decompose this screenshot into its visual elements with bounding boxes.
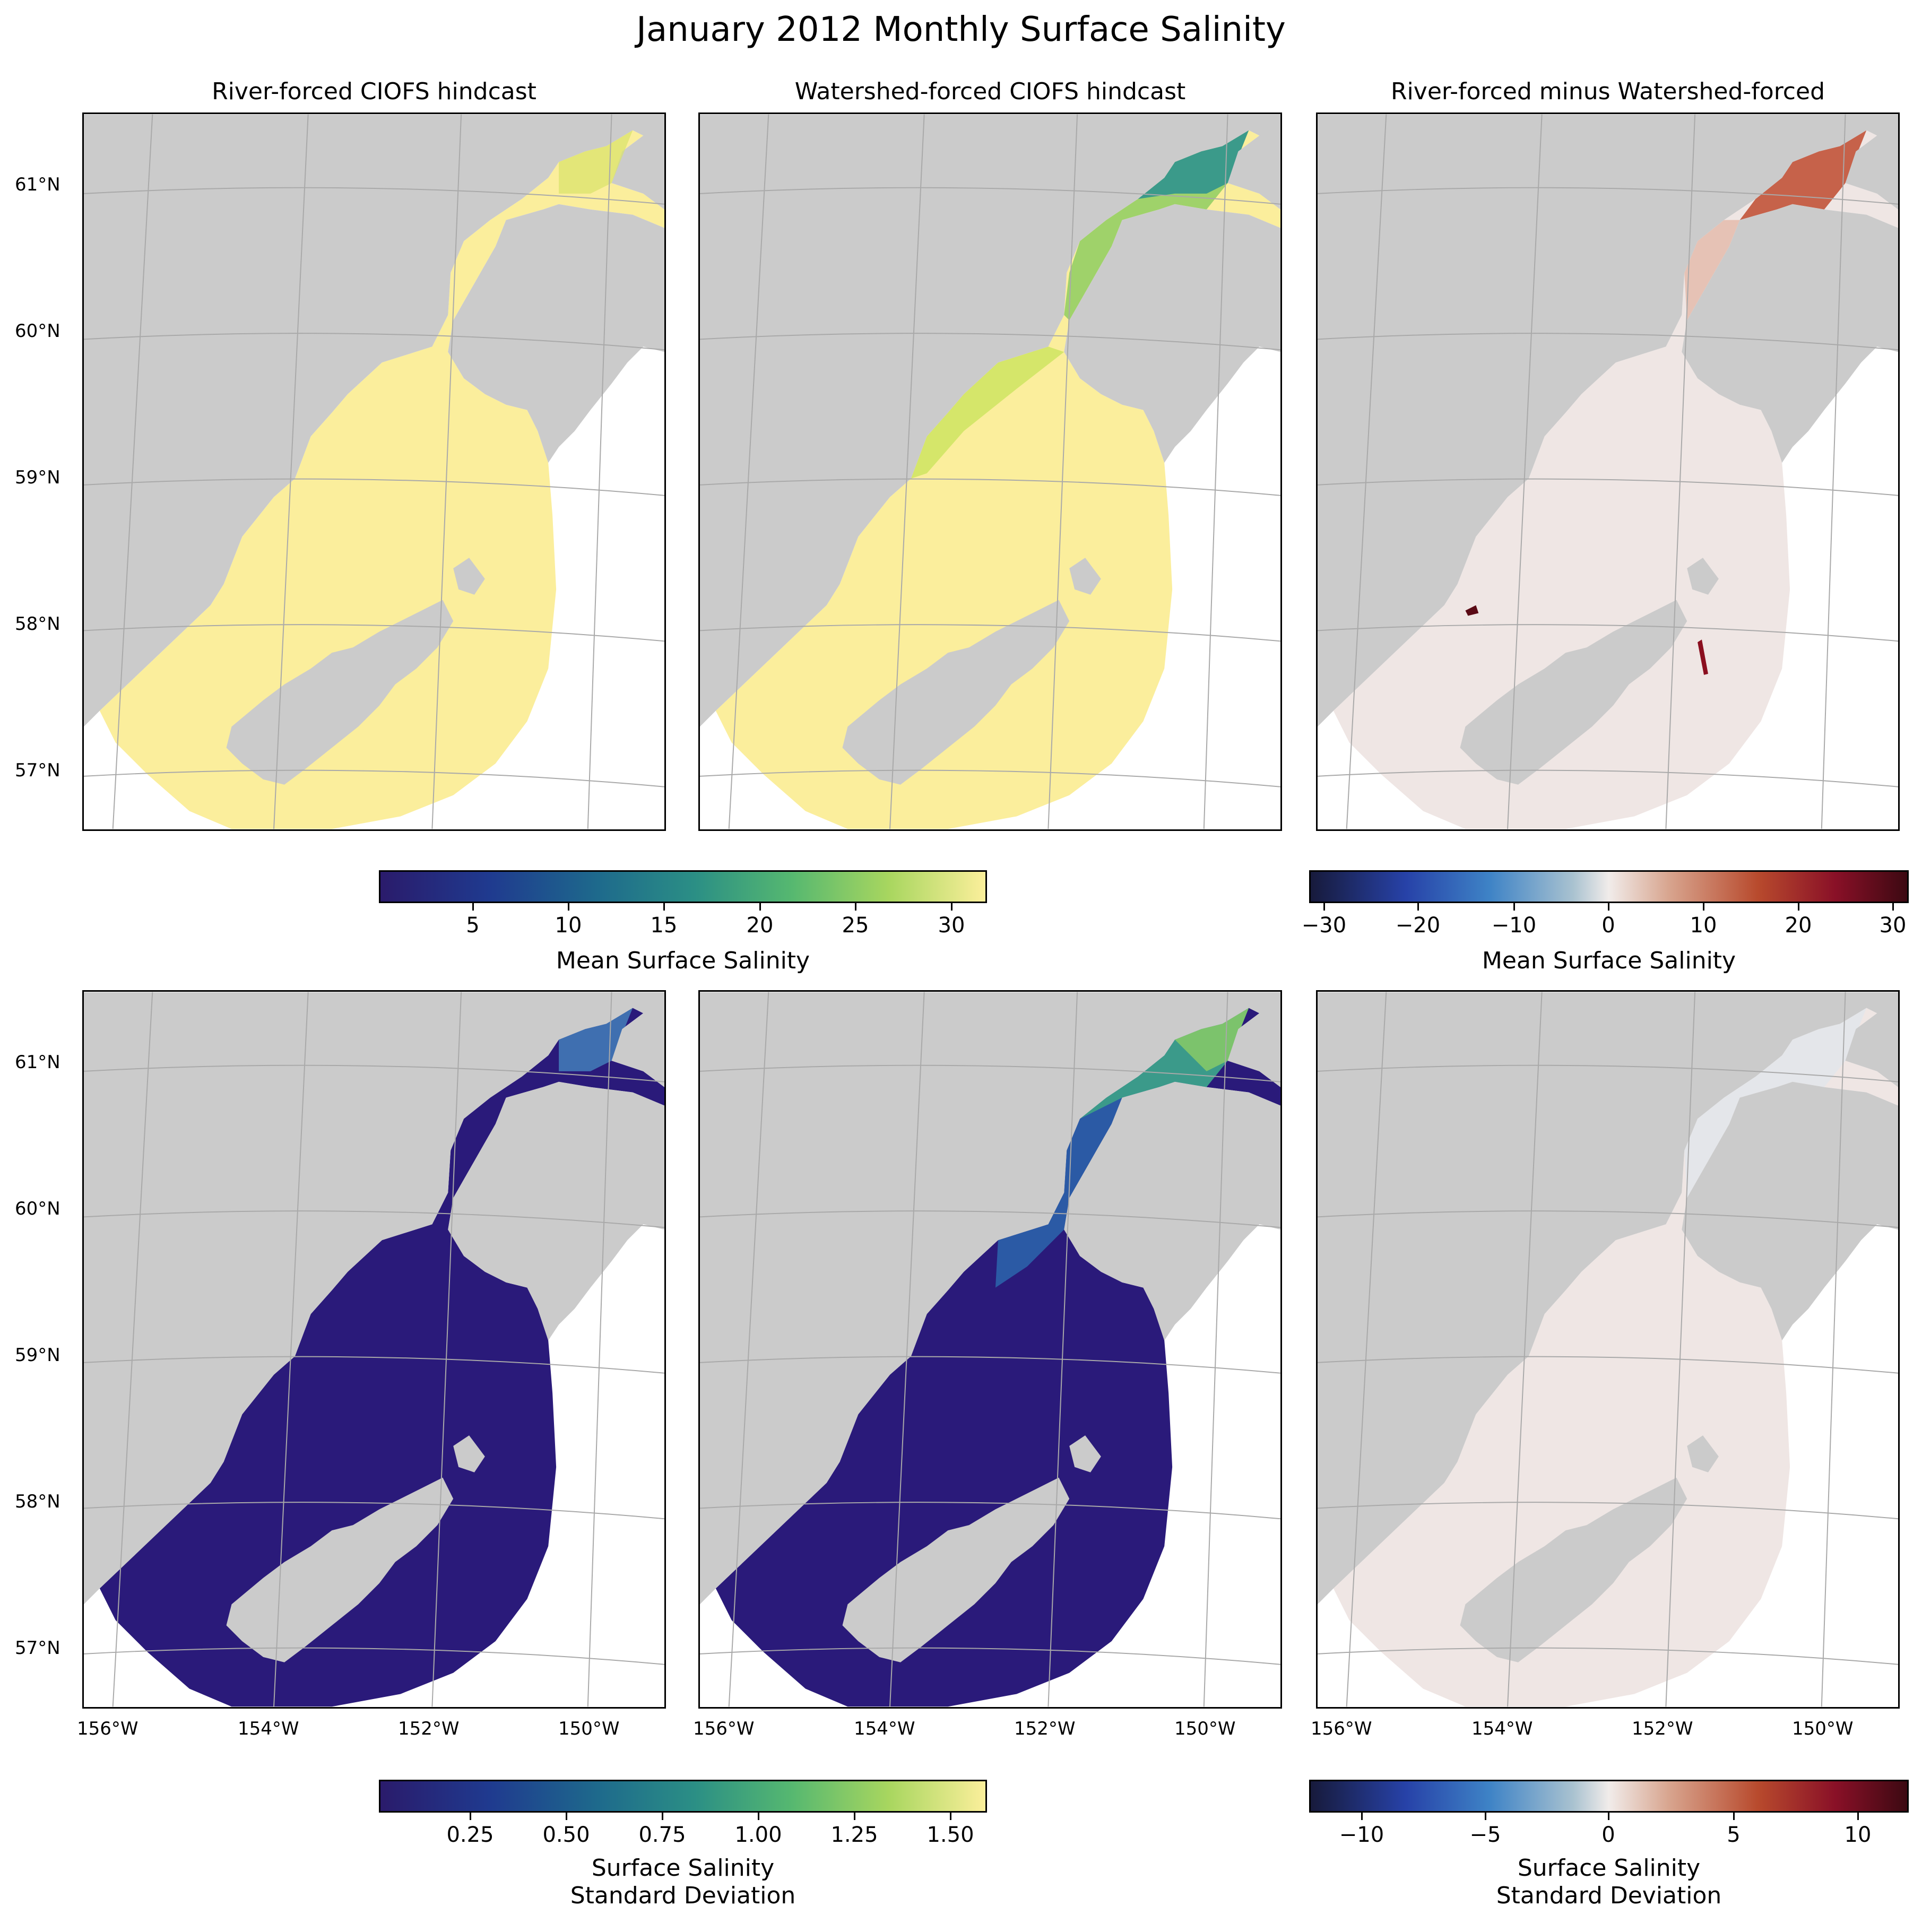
lon-label-150-a: 150°W bbox=[558, 1718, 620, 1739]
cb3-tick bbox=[758, 1813, 759, 1820]
cb1-tick bbox=[951, 903, 953, 911]
cb4-tick bbox=[1857, 1813, 1859, 1820]
lat-label-57-bottom: 57°N bbox=[15, 1638, 60, 1659]
colorbar-mean-difference bbox=[1309, 870, 1909, 903]
cb4-tick bbox=[1485, 1813, 1486, 1820]
lon-label-154-b: 154°W bbox=[854, 1718, 915, 1739]
lon-label-154-a: 154°W bbox=[238, 1718, 299, 1739]
lon-label-156-c: 156°W bbox=[1311, 1718, 1372, 1739]
lat-label-60-top: 60°N bbox=[15, 320, 60, 342]
colorbar-std-difference-label-1: Surface Salinity bbox=[1517, 1855, 1701, 1882]
cb1-ticklabel: 20 bbox=[746, 913, 774, 938]
colorbar-mean-salinity-label: Mean Surface Salinity bbox=[556, 947, 810, 974]
cb2-ticklabel: −10 bbox=[1491, 913, 1537, 938]
cb1-ticklabel: 15 bbox=[650, 913, 678, 938]
cb3-ticklabel: 0.50 bbox=[542, 1823, 590, 1847]
cb2-ticklabel: 10 bbox=[1690, 913, 1717, 938]
cb2-tick bbox=[1798, 903, 1799, 911]
cb2-ticklabel: −20 bbox=[1395, 913, 1441, 938]
lat-label-57-top: 57°N bbox=[15, 760, 60, 781]
map-watershed-mean bbox=[698, 112, 1282, 831]
map-difference-std bbox=[1316, 990, 1900, 1709]
cb2-ticklabel: 30 bbox=[1879, 913, 1907, 938]
colorbar-std-difference-label-2: Standard Deviation bbox=[1496, 1882, 1722, 1909]
map-watershed-std bbox=[698, 990, 1282, 1709]
cb3-tick bbox=[950, 1813, 951, 1820]
cb2-tick bbox=[1892, 903, 1894, 911]
lat-label-58-bottom: 58°N bbox=[15, 1491, 60, 1512]
cb2-tick bbox=[1703, 903, 1704, 911]
cb1-ticklabel: 25 bbox=[842, 913, 869, 938]
map-river-mean-svg bbox=[84, 114, 664, 829]
map-difference-std-svg bbox=[1318, 992, 1898, 1707]
lon-label-154-c: 154°W bbox=[1471, 1718, 1533, 1739]
cb2-ticklabel: 20 bbox=[1785, 913, 1812, 938]
cb4-ticklabel: −10 bbox=[1339, 1823, 1384, 1847]
map-watershed-mean-svg bbox=[700, 114, 1280, 829]
lat-label-59-bottom: 59°N bbox=[15, 1345, 60, 1366]
cb3-tick bbox=[470, 1813, 471, 1820]
cb3-ticklabel: 0.75 bbox=[638, 1823, 686, 1847]
cb4-ticklabel: 0 bbox=[1601, 1823, 1615, 1847]
lat-label-61-top: 61°N bbox=[15, 174, 60, 195]
panel-title-difference: River-forced minus Watershed-forced bbox=[1390, 78, 1825, 105]
cb1-tick bbox=[568, 903, 569, 911]
lon-label-150-c: 150°W bbox=[1792, 1718, 1854, 1739]
colorbar-mean-difference-label: Mean Surface Salinity bbox=[1482, 947, 1736, 974]
cb4-tick bbox=[1608, 1813, 1609, 1820]
lat-label-59-top: 59°N bbox=[15, 467, 60, 488]
cb2-tick bbox=[1417, 903, 1419, 911]
lon-label-152-c: 152°W bbox=[1632, 1718, 1693, 1739]
cb4-ticklabel: −5 bbox=[1469, 1823, 1501, 1847]
cb3-ticklabel: 1.00 bbox=[734, 1823, 782, 1847]
cb3-tick bbox=[566, 1813, 567, 1820]
lon-label-150-b: 150°W bbox=[1174, 1718, 1236, 1739]
cb3-tick bbox=[662, 1813, 663, 1820]
panel-title-watershed-forced: Watershed-forced CIOFS hindcast bbox=[794, 78, 1186, 105]
figure-title: January 2012 Monthly Surface Salinity bbox=[636, 10, 1286, 49]
lat-label-60-bottom: 60°N bbox=[15, 1198, 60, 1219]
cb4-ticklabel: 5 bbox=[1727, 1823, 1741, 1847]
cb1-tick bbox=[759, 903, 761, 911]
cb1-tick bbox=[663, 903, 665, 911]
cb1-tick bbox=[472, 903, 474, 911]
colorbar-std-salinity-label-2: Standard Deviation bbox=[570, 1882, 796, 1909]
colorbar-std-salinity-label-1: Surface Salinity bbox=[591, 1855, 775, 1882]
map-river-std bbox=[82, 990, 666, 1709]
cb4-ticklabel: 10 bbox=[1844, 1823, 1872, 1847]
cb1-ticklabel: 10 bbox=[555, 913, 582, 938]
cb3-ticklabel: 0.25 bbox=[446, 1823, 494, 1847]
lon-label-152-a: 152°W bbox=[398, 1718, 460, 1739]
cb3-tick bbox=[854, 1813, 855, 1820]
map-difference-mean-svg bbox=[1318, 114, 1898, 829]
map-river-mean bbox=[82, 112, 666, 831]
cb4-tick bbox=[1733, 1813, 1735, 1820]
cb1-ticklabel: 30 bbox=[938, 913, 965, 938]
cb3-ticklabel: 1.25 bbox=[830, 1823, 878, 1847]
lon-label-156-a: 156°W bbox=[77, 1718, 138, 1739]
map-river-std-svg bbox=[84, 992, 664, 1707]
panel-title-river-forced: River-forced CIOFS hindcast bbox=[212, 78, 536, 105]
lon-label-152-b: 152°W bbox=[1014, 1718, 1076, 1739]
cb2-ticklabel: −30 bbox=[1301, 913, 1347, 938]
lat-label-61-bottom: 61°N bbox=[15, 1052, 60, 1073]
colorbar-mean-salinity bbox=[379, 870, 987, 903]
colorbar-std-salinity bbox=[379, 1780, 987, 1813]
cb2-ticklabel: 0 bbox=[1601, 913, 1615, 938]
cb1-ticklabel: 5 bbox=[466, 913, 480, 938]
cb2-tick bbox=[1513, 903, 1515, 911]
cb3-ticklabel: 1.50 bbox=[927, 1823, 974, 1847]
cb2-tick bbox=[1323, 903, 1325, 911]
map-watershed-std-svg bbox=[700, 992, 1280, 1707]
colorbar-std-difference bbox=[1309, 1780, 1909, 1813]
cb1-tick bbox=[855, 903, 856, 911]
lon-label-156-b: 156°W bbox=[693, 1718, 755, 1739]
lat-label-58-top: 58°N bbox=[15, 613, 60, 635]
cb2-tick bbox=[1608, 903, 1609, 911]
map-difference-mean bbox=[1316, 112, 1900, 831]
cb4-tick bbox=[1361, 1813, 1363, 1820]
